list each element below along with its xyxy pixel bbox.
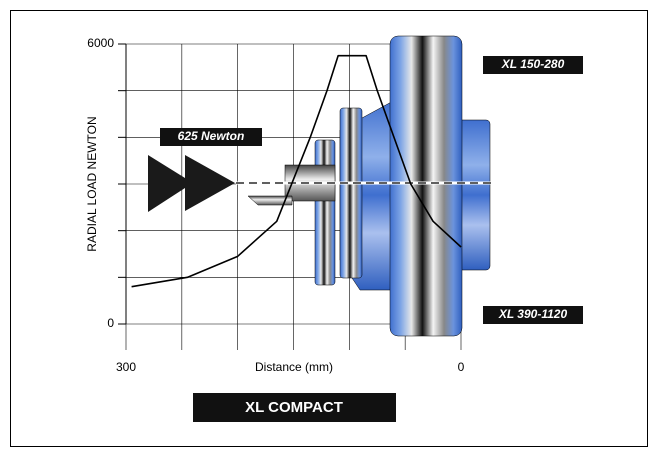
load-arrow bbox=[148, 155, 235, 212]
y-axis-label: RADIAL LOAD NEWTON bbox=[85, 116, 99, 251]
annotation: 625 Newton bbox=[178, 129, 245, 143]
x-tick-label: 0 bbox=[458, 360, 465, 374]
y-tick-label: 0 bbox=[107, 316, 114, 330]
x-axis-label: Distance (mm) bbox=[255, 360, 333, 374]
label-box bbox=[160, 128, 262, 146]
y-tick-label: 6000 bbox=[87, 36, 114, 50]
chart-title: XL COMPACT bbox=[245, 399, 343, 416]
annotation: XL 390-1120 bbox=[498, 307, 568, 321]
label-box bbox=[483, 306, 583, 324]
gearbox bbox=[236, 35, 495, 337]
frame bbox=[10, 10, 648, 447]
title-box bbox=[193, 393, 396, 422]
x-tick-label: 300 bbox=[116, 360, 136, 374]
data-line bbox=[131, 54, 462, 288]
label-box bbox=[483, 56, 583, 74]
annotation: XL 150-280 bbox=[501, 57, 565, 71]
